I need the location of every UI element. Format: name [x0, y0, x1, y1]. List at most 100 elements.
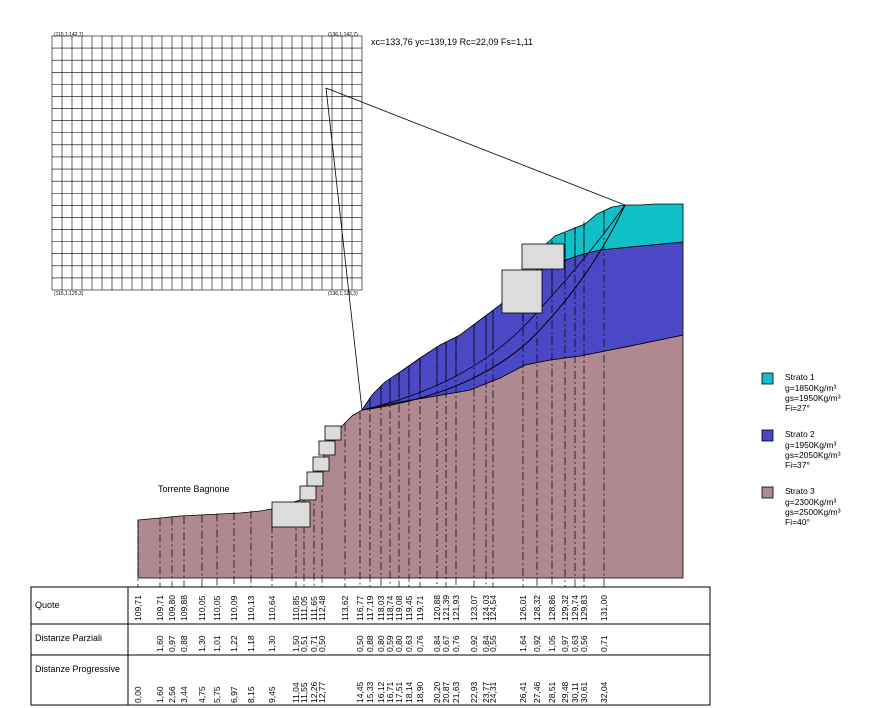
table-cell: 109,88 [179, 595, 189, 621]
table-cell: 21,63 [451, 681, 461, 703]
table-frame [30, 586, 711, 706]
table-cell: 1,64 [518, 635, 528, 652]
table-cell: 1,50 [291, 635, 301, 652]
table-cell: 8,15 [246, 686, 256, 703]
retaining-blocks [271, 243, 565, 528]
table-cell: 16,71 [385, 681, 395, 703]
table-cell: 11,04 [291, 682, 301, 703]
table-cell: 9,45 [267, 686, 277, 703]
block-1 [271, 501, 311, 528]
legend-line: gs=2500Kg/m³ [785, 507, 841, 517]
table-cell: 0,56 [579, 635, 589, 652]
table-cell: 128,86 [547, 595, 557, 621]
data-table [30, 586, 711, 706]
table-cell: 123,07 [469, 595, 479, 621]
table-cell: 129,74 [570, 595, 580, 621]
table-cell: 1,22 [229, 635, 239, 652]
projection-lines [137, 210, 605, 587]
table-cell: 23,77 [481, 681, 491, 703]
table-cell: 126,01 [518, 595, 528, 621]
table-cell: 118,03 [376, 595, 386, 621]
legend-line: Fi=40° [785, 517, 810, 527]
table-cell: 119,08 [394, 595, 404, 621]
table-cell: 29,48 [560, 681, 570, 703]
table-cell: 27,46 [532, 681, 542, 703]
grid-frame [51, 35, 363, 291]
block-2 [299, 485, 317, 501]
table-cell: 110,64 [267, 595, 277, 621]
table-cell: 110,13 [246, 595, 256, 621]
table-cell: 0,63 [570, 635, 580, 652]
table-cell: 0,76 [451, 635, 461, 652]
table-cell: 0,55 [488, 635, 498, 652]
table-cell: 22,93 [469, 681, 479, 703]
table-cell: 0,51 [299, 635, 309, 652]
table-cell: 0,67 [441, 635, 451, 652]
table-cell: 0,92 [469, 635, 479, 652]
table-cell: 18,14 [404, 681, 414, 703]
table-cell: 113,62 [340, 595, 350, 621]
table-cell: 30,61 [579, 681, 589, 703]
grid-corner-br: (136,1;125,3) [328, 291, 358, 297]
table-values: 109,71 0,00 109,71 1,60 1,60 109,80 0,97 2,56 10… [133, 595, 609, 703]
row-label-progressive: Distanze Progressive [35, 664, 120, 674]
table-cell: 0,92 [532, 635, 542, 652]
table-cell: 109,80 [167, 595, 177, 621]
legend-line: g=1950Kg/m³ [785, 440, 836, 450]
legend-name: Strato 3 [785, 486, 815, 496]
table-cell: 11,55 [299, 682, 309, 703]
table-cell: 0,97 [560, 635, 570, 652]
table-cell: 1,30 [197, 635, 207, 652]
table-cell: 1,30 [267, 635, 277, 652]
row-label-quote: Quote [35, 600, 60, 610]
legend-name: Strato 2 [785, 429, 815, 439]
table-cell: 0,88 [179, 635, 189, 652]
table-cell: 110,05 [212, 595, 222, 621]
row-label-parziali: Distanze Parziali [35, 633, 102, 643]
strato-1-region [544, 203, 684, 266]
legend-swatch [761, 429, 774, 442]
table-cell: 14,45 [355, 681, 365, 703]
table-cell: 124,03 [481, 595, 491, 621]
table-cell: 5,75 [212, 686, 222, 703]
table-cell: 129,32 [560, 595, 570, 621]
table-cell: 110,05 [197, 595, 207, 621]
failure-surface-arc [361, 204, 626, 411]
block-3 [306, 471, 324, 487]
table-cell: 1,60 [155, 686, 165, 703]
radius-line-top [325, 87, 626, 206]
table-cell: 121,93 [451, 595, 461, 621]
table-cell: 110,09 [229, 595, 239, 621]
legend-swatch [761, 486, 774, 499]
table-cell: 0,63 [404, 635, 414, 652]
radius-line-bottom [325, 87, 363, 411]
table-cell: 32,04 [599, 681, 609, 703]
table-cell: 0,71 [599, 635, 609, 652]
grid-corner-tr: (136,1;142,7) [328, 32, 358, 38]
table-cell: 120,88 [432, 595, 442, 621]
table-cell: 111,05 [299, 596, 309, 621]
table-cell: 2,56 [167, 686, 177, 703]
table-cell: 30,11 [570, 682, 580, 703]
legend-line: Fi=27° [785, 403, 810, 413]
table-cell: 124,54 [488, 595, 498, 621]
grid-corner-tl: (115,1;142,7) [54, 32, 84, 38]
table-cell: 6,97 [229, 686, 239, 703]
table-cell: 0,59 [385, 635, 395, 652]
table-cell: 20,87 [441, 681, 451, 703]
block-7 [501, 269, 543, 314]
river-label: Torrente Bagnone [158, 484, 230, 494]
table-cell: 109,71 [133, 595, 143, 621]
table-cell: 3,44 [179, 686, 189, 703]
table-cell: 20,20 [432, 681, 442, 703]
legend-line: gs=2050Kg/m³ [785, 450, 841, 460]
table-cell: 121,39 [441, 595, 451, 621]
table-cell: 109,71 [155, 595, 165, 621]
table-cell: 0,88 [365, 635, 375, 652]
table-cell: 117,19 [365, 595, 375, 621]
table-cell: 17,51 [394, 681, 404, 703]
block-6 [324, 425, 342, 441]
legend-line: Fi=37° [785, 460, 810, 470]
table-cell: 0,84 [481, 635, 491, 652]
